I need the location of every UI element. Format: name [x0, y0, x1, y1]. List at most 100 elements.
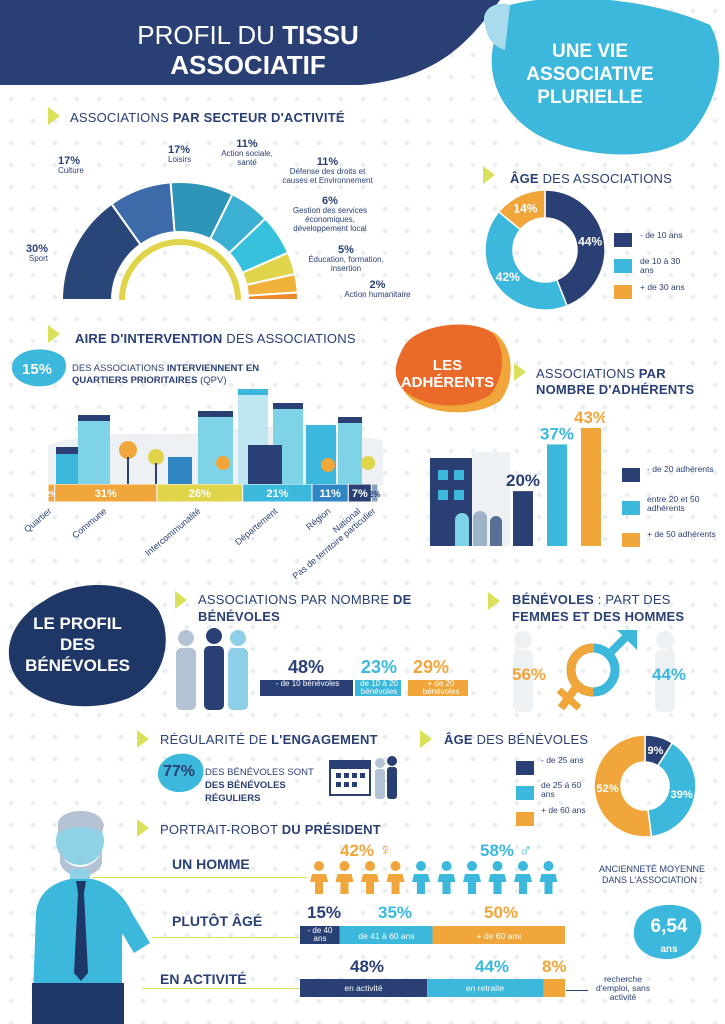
adherents-value-label: 20%: [506, 471, 540, 490]
benevoles-count-segment: [408, 680, 468, 696]
donut-label: 39%: [671, 789, 693, 801]
regularity-title: RÉGULARITÉ DE L'ENGAGEMENT: [160, 732, 378, 747]
sector-label-loisirs: 17% Loisirs: [168, 144, 192, 165]
regularity-text: DES BÉNÉVOLES SONT DES BÉNÉVOLES RÉGULIER…: [205, 767, 314, 804]
person-body-icon: [539, 874, 558, 894]
benevoles-count-bar: [260, 680, 468, 696]
president-activity-bar: [300, 979, 565, 997]
president-age-bar: [300, 926, 565, 944]
donut-label: 42%: [496, 270, 520, 284]
president-row2-label: PLUTÔT ÂGÉ: [172, 913, 263, 929]
qpv-pct: 15%: [22, 361, 53, 378]
president-illustration: [32, 810, 150, 1024]
intervention-value-label: 11%: [319, 488, 341, 500]
male-symbol-icon: ♂: [518, 840, 533, 860]
intervention-value-label: 31%: [95, 488, 117, 500]
assoc-age-title: ÂGE DES ASSOCIATIONS: [510, 171, 672, 186]
person-icon: [314, 861, 324, 871]
legend-swatch: [622, 501, 640, 515]
adherents-value-label: 37%: [540, 424, 574, 443]
age-pct-2: 35%: [378, 903, 413, 922]
legend-label: + de 30 ans: [640, 282, 685, 292]
assoc-age-donut: 44% 42% 14%: [484, 189, 606, 311]
age-pct-1: 15%: [307, 903, 342, 922]
person-icon: [365, 861, 375, 871]
activity-label-1: en activité: [344, 983, 383, 993]
count-label-2: de 10 à 20 bénévoles: [360, 679, 398, 696]
person-body-icon: [412, 874, 430, 894]
adherents-blob: [395, 324, 511, 413]
benevoles-count-title: ASSOCIATIONS PAR NOMBRE DE BÉNÉVOLES: [198, 592, 412, 624]
person-body-icon: [335, 874, 354, 894]
donut-label: 9%: [648, 745, 664, 757]
person-icon: [441, 861, 452, 871]
connector-line: [566, 990, 588, 991]
gender-illustration: [513, 629, 675, 712]
person-icon: [467, 861, 477, 871]
person-icon: [492, 861, 503, 871]
sector-label-humanitaire: 2% Action humanitaire: [344, 279, 411, 300]
legend-label: - de 25 ans: [541, 755, 584, 765]
female-symbol-icon: ♀: [378, 840, 393, 860]
connector-line: [152, 937, 300, 938]
person-icon: [339, 861, 350, 871]
connector-line: [92, 877, 307, 878]
intervention-bar-chart: 2%31%26%21%11%7%2%: [48, 484, 380, 503]
intervention-value-label: 21%: [266, 488, 288, 500]
title-bold: TISSU: [282, 20, 359, 50]
adherents-badge: LES ADHÉRENTS: [400, 357, 495, 391]
president-activity-segment: [543, 979, 565, 997]
people-group-illustration: [176, 628, 248, 710]
president-age-segment: [339, 926, 433, 944]
section-marker-icon: [488, 592, 500, 610]
sector-slice: [246, 291, 300, 301]
qpv-badge-blob: [12, 349, 66, 387]
seniority-label: ANCIENNETÉ MOYENNE DANS L'ASSOCIATION :: [598, 864, 705, 885]
donut-label: 44%: [578, 235, 602, 249]
legend-swatch: [516, 761, 534, 775]
president-female-pct: 42% ♀: [340, 840, 393, 860]
seniority-value: 6,54 ans: [650, 916, 688, 956]
intervention-value-label: 7%: [352, 488, 368, 500]
connector-line: [142, 988, 300, 989]
section-marker-icon: [48, 325, 60, 343]
legend-label: de 10 à 30 ans: [640, 256, 681, 275]
donut-label: 14%: [513, 202, 537, 216]
donut-slice: [497, 189, 546, 231]
age-label-3: + de 60 ans: [476, 931, 522, 941]
person-icon: [518, 861, 528, 871]
qpv-text: DES ASSOCIATIONS INTERVIENNENT EN QUARTI…: [72, 363, 260, 386]
benevoles-age-title: ÂGE DES BÉNÉVOLES: [444, 732, 589, 747]
legend-label: de 25 à 60 ans: [541, 780, 582, 799]
president-age-segment: [432, 926, 565, 944]
president-activity-segment: [300, 979, 428, 997]
women-pct: 56%: [512, 665, 547, 684]
section-marker-icon: [420, 730, 432, 748]
person-body-icon: [514, 874, 532, 894]
legend-swatch: [516, 812, 534, 826]
donut-label: 52%: [597, 783, 619, 795]
activity-pct-2: 44%: [475, 957, 510, 976]
legend-swatch: [614, 285, 632, 299]
adherents-bar: [547, 444, 567, 546]
section-marker-icon: [137, 819, 149, 837]
donut-slice: [544, 189, 606, 307]
sectors-chart: [60, 181, 300, 301]
adherents-value-label: 43%: [574, 408, 605, 427]
legend-swatch: [622, 533, 640, 547]
president-age-segment: [300, 926, 340, 944]
benevoles-count-segment: [260, 680, 353, 696]
legend-label: entre 20 et 50 adhérents: [647, 494, 700, 513]
president-activity-segment: [427, 979, 544, 997]
sector-label-education: 5% Éducation, formation, insertion: [308, 244, 384, 274]
donut-slice: [593, 734, 653, 838]
sectors-title: ASSOCIATIONS PAR SECTEUR D'ACTIVITÉ: [70, 110, 345, 125]
person-icon: [543, 861, 554, 871]
activity-pct-1: 48%: [350, 957, 385, 976]
section-marker-icon: [175, 591, 187, 609]
president-gender-icons: [310, 861, 558, 894]
president-title: PORTRAIT-ROBOT DU PRÉSIDENT: [160, 822, 381, 837]
person-body-icon: [310, 874, 328, 894]
legend-swatch: [614, 233, 632, 247]
